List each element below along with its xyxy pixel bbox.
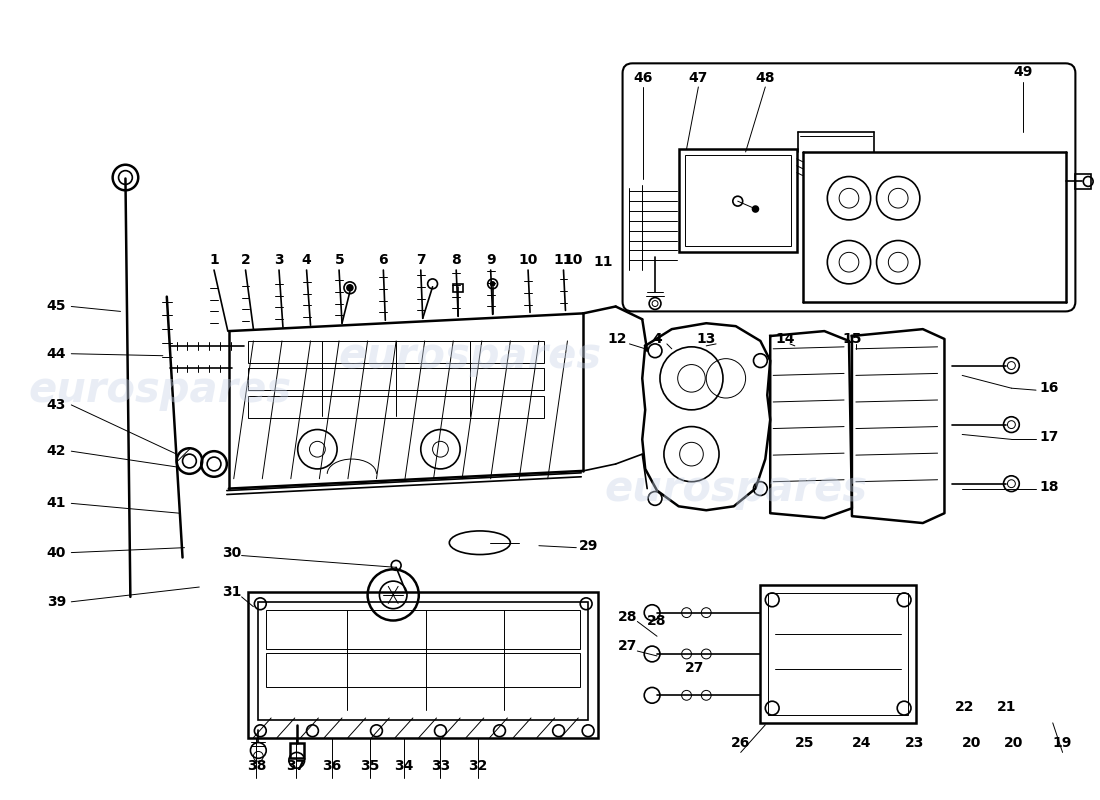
- Bar: [258, 602, 588, 720]
- Text: 19: 19: [1053, 735, 1072, 750]
- Text: 43: 43: [47, 398, 66, 412]
- Text: 45: 45: [47, 299, 66, 314]
- Bar: [249, 369, 543, 390]
- Text: eurospares: eurospares: [339, 334, 602, 377]
- Text: 25: 25: [795, 735, 814, 750]
- Text: 3: 3: [274, 254, 284, 267]
- Bar: [684, 155, 791, 246]
- Text: 26: 26: [732, 735, 750, 750]
- Text: 35: 35: [360, 759, 379, 773]
- Text: 18: 18: [1040, 480, 1058, 494]
- Text: 6: 6: [378, 254, 388, 267]
- Text: 42: 42: [47, 444, 66, 458]
- Text: 36: 36: [322, 759, 342, 773]
- Text: 20: 20: [1003, 735, 1023, 750]
- Text: 11: 11: [593, 255, 613, 269]
- Bar: [249, 396, 543, 418]
- Text: 12: 12: [608, 332, 627, 346]
- Text: 30: 30: [222, 546, 241, 559]
- Text: 4: 4: [301, 254, 311, 267]
- Text: 46: 46: [634, 71, 653, 85]
- Bar: [249, 341, 543, 362]
- Text: 33: 33: [431, 759, 450, 773]
- Bar: [249, 592, 598, 738]
- Text: 38: 38: [246, 759, 266, 773]
- Text: 15: 15: [843, 332, 861, 346]
- Text: 34: 34: [394, 759, 414, 773]
- Text: 28: 28: [647, 614, 667, 629]
- Text: 7: 7: [416, 254, 426, 267]
- Text: 27: 27: [618, 639, 637, 653]
- Circle shape: [346, 285, 353, 290]
- Text: 49: 49: [1013, 65, 1033, 79]
- Text: 21: 21: [997, 700, 1016, 714]
- Text: 16: 16: [1040, 381, 1058, 395]
- Text: 28: 28: [618, 610, 637, 623]
- Bar: [760, 585, 916, 723]
- Text: 47: 47: [689, 71, 708, 85]
- Text: 29: 29: [579, 538, 597, 553]
- Text: 17: 17: [1040, 430, 1058, 445]
- Text: 23: 23: [905, 735, 925, 750]
- Text: 40: 40: [47, 546, 66, 559]
- Circle shape: [752, 206, 758, 212]
- Text: 41: 41: [47, 496, 66, 510]
- Text: 9: 9: [486, 254, 495, 267]
- Bar: [1076, 174, 1091, 190]
- Text: 22: 22: [955, 700, 974, 714]
- Text: 14: 14: [776, 332, 794, 346]
- Bar: [679, 149, 796, 252]
- Text: 11: 11: [553, 254, 573, 267]
- Bar: [453, 284, 463, 292]
- Text: 24: 24: [852, 735, 871, 750]
- Bar: [768, 593, 908, 715]
- Text: eurospares: eurospares: [604, 467, 867, 510]
- Text: 31: 31: [222, 585, 241, 599]
- Text: 10: 10: [518, 254, 538, 267]
- Text: 39: 39: [47, 595, 66, 609]
- Text: 1: 1: [209, 254, 219, 267]
- Text: 27: 27: [684, 661, 704, 674]
- Text: 20: 20: [962, 735, 981, 750]
- Bar: [266, 610, 580, 649]
- Text: 44: 44: [47, 346, 66, 361]
- Bar: [289, 742, 304, 758]
- Text: 32: 32: [469, 759, 487, 773]
- Text: eurospares: eurospares: [29, 369, 292, 411]
- Text: 10: 10: [563, 254, 583, 267]
- Text: 37: 37: [286, 759, 306, 773]
- Text: 5: 5: [336, 254, 345, 267]
- Bar: [266, 653, 580, 687]
- Text: 4: 4: [652, 332, 662, 346]
- Text: 48: 48: [756, 71, 775, 85]
- Circle shape: [491, 282, 495, 286]
- Text: 13: 13: [696, 332, 716, 346]
- Text: 8: 8: [451, 254, 461, 267]
- Text: 2: 2: [241, 254, 251, 267]
